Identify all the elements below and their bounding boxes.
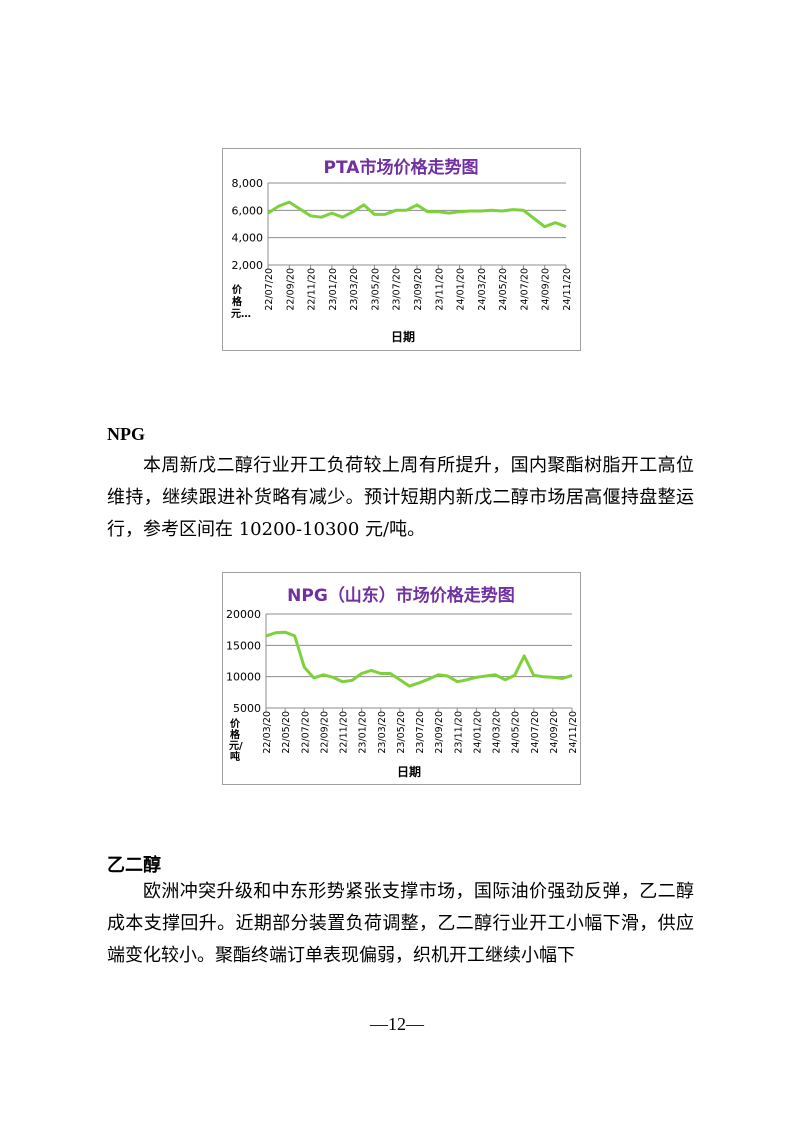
npg-paragraph: 本周新戊二醇行业开工负荷较上周有所提升，国内聚酯树脂开工高位维持，继续跟进补货略… xyxy=(107,455,694,540)
x-tick-label: 23/11/20 xyxy=(453,711,464,754)
x-tick-label: 24/09/20 xyxy=(549,711,560,754)
price-line xyxy=(267,200,567,229)
pta-price-chart: PTA市场价格走势图 2,000 4,000 6,000 8,000 22/07/20 22… xyxy=(222,148,581,351)
x-tick-label: 23/03/20 xyxy=(349,268,360,311)
x-tick-label: 22/11/20 xyxy=(307,268,318,311)
x-tick-label: 24/11/20 xyxy=(562,268,573,311)
x-tick-label: 23/07/20 xyxy=(392,268,403,311)
y-tick-label: 6,000 xyxy=(232,204,264,217)
x-tick-label: 24/01/20 xyxy=(472,711,483,754)
y-tick-label: 15000 xyxy=(226,639,261,652)
x-tick-label: 24/11/20 xyxy=(568,711,579,754)
x-tick-label: 23/05/20 xyxy=(370,268,381,311)
price-line xyxy=(265,630,573,688)
x-tick-label: 22/07/20 xyxy=(264,268,275,311)
x-tick-label: 23/09/20 xyxy=(413,268,424,311)
x-tick-label: 24/01/20 xyxy=(456,268,467,311)
npg-price-chart: NPG（山东）市场价格走势图 5000 10000 15000 20000 22/03/2… xyxy=(222,572,581,785)
x-tick-label: 22/05/20 xyxy=(281,711,292,754)
x-tick-label: 24/07/20 xyxy=(530,711,541,754)
ethylene-glycol-paragraph: 欧洲冲突升级和中东形势紧张支撑市场，国际油价强劲反弹，乙二醇成本支撑回升。近期部… xyxy=(107,881,694,966)
x-axis-label: 日期 xyxy=(391,329,415,344)
chart-title: PTA市场价格走势图 xyxy=(324,157,479,178)
x-tick-label: 24/05/20 xyxy=(511,711,522,754)
x-tick-label: 23/03/20 xyxy=(377,711,388,754)
y-tick-label: 8,000 xyxy=(232,177,264,190)
x-tick-label: 22/03/20 xyxy=(262,711,273,754)
x-tick-label: 22/11/20 xyxy=(339,711,350,754)
x-tick-label: 23/09/20 xyxy=(434,711,445,754)
x-tick-label: 24/05/20 xyxy=(498,268,509,311)
y-tick-label: 4,000 xyxy=(232,232,264,245)
y-tick-label: 20000 xyxy=(226,608,261,621)
chart-title: NPG（山东）市场价格走势图 xyxy=(287,585,515,606)
x-tick-label: 23/11/20 xyxy=(434,268,445,311)
section-heading-ethylene-glycol: 乙二醇 xyxy=(107,855,161,875)
chart-svg: PTA市场价格走势图 2,000 4,000 6,000 8,000 22/07/20 22… xyxy=(232,157,574,344)
x-axis-label: 日期 xyxy=(397,764,421,779)
x-tick-label: 23/07/20 xyxy=(415,711,426,754)
x-tick-label: 24/09/20 xyxy=(541,268,552,311)
x-tick-label: 22/07/20 xyxy=(300,711,311,754)
section-heading-npg: NPG xyxy=(107,424,145,444)
x-tick-label: 23/05/20 xyxy=(396,711,407,754)
x-tick-label: 24/03/20 xyxy=(492,711,503,754)
page-number: —12— xyxy=(370,1014,424,1034)
y-axis-label: 价格元… xyxy=(231,285,251,320)
y-tick-label: 2,000 xyxy=(232,259,264,272)
y-tick-label: 10000 xyxy=(226,671,261,684)
x-tick-label: 23/01/20 xyxy=(358,711,369,754)
x-tick-label: 22/09/20 xyxy=(319,711,330,754)
x-tick-label: 24/07/20 xyxy=(519,268,530,311)
y-axis-label: 价格元/吨 xyxy=(229,719,243,763)
y-tick-label: 5000 xyxy=(233,702,261,715)
x-tick-label: 23/01/20 xyxy=(328,268,339,311)
x-tick-label: 24/03/20 xyxy=(477,268,488,311)
chart-svg: NPG（山东）市场价格走势图 5000 10000 15000 20000 22/03/2… xyxy=(226,585,579,779)
x-tick-label: 22/09/20 xyxy=(285,268,296,311)
